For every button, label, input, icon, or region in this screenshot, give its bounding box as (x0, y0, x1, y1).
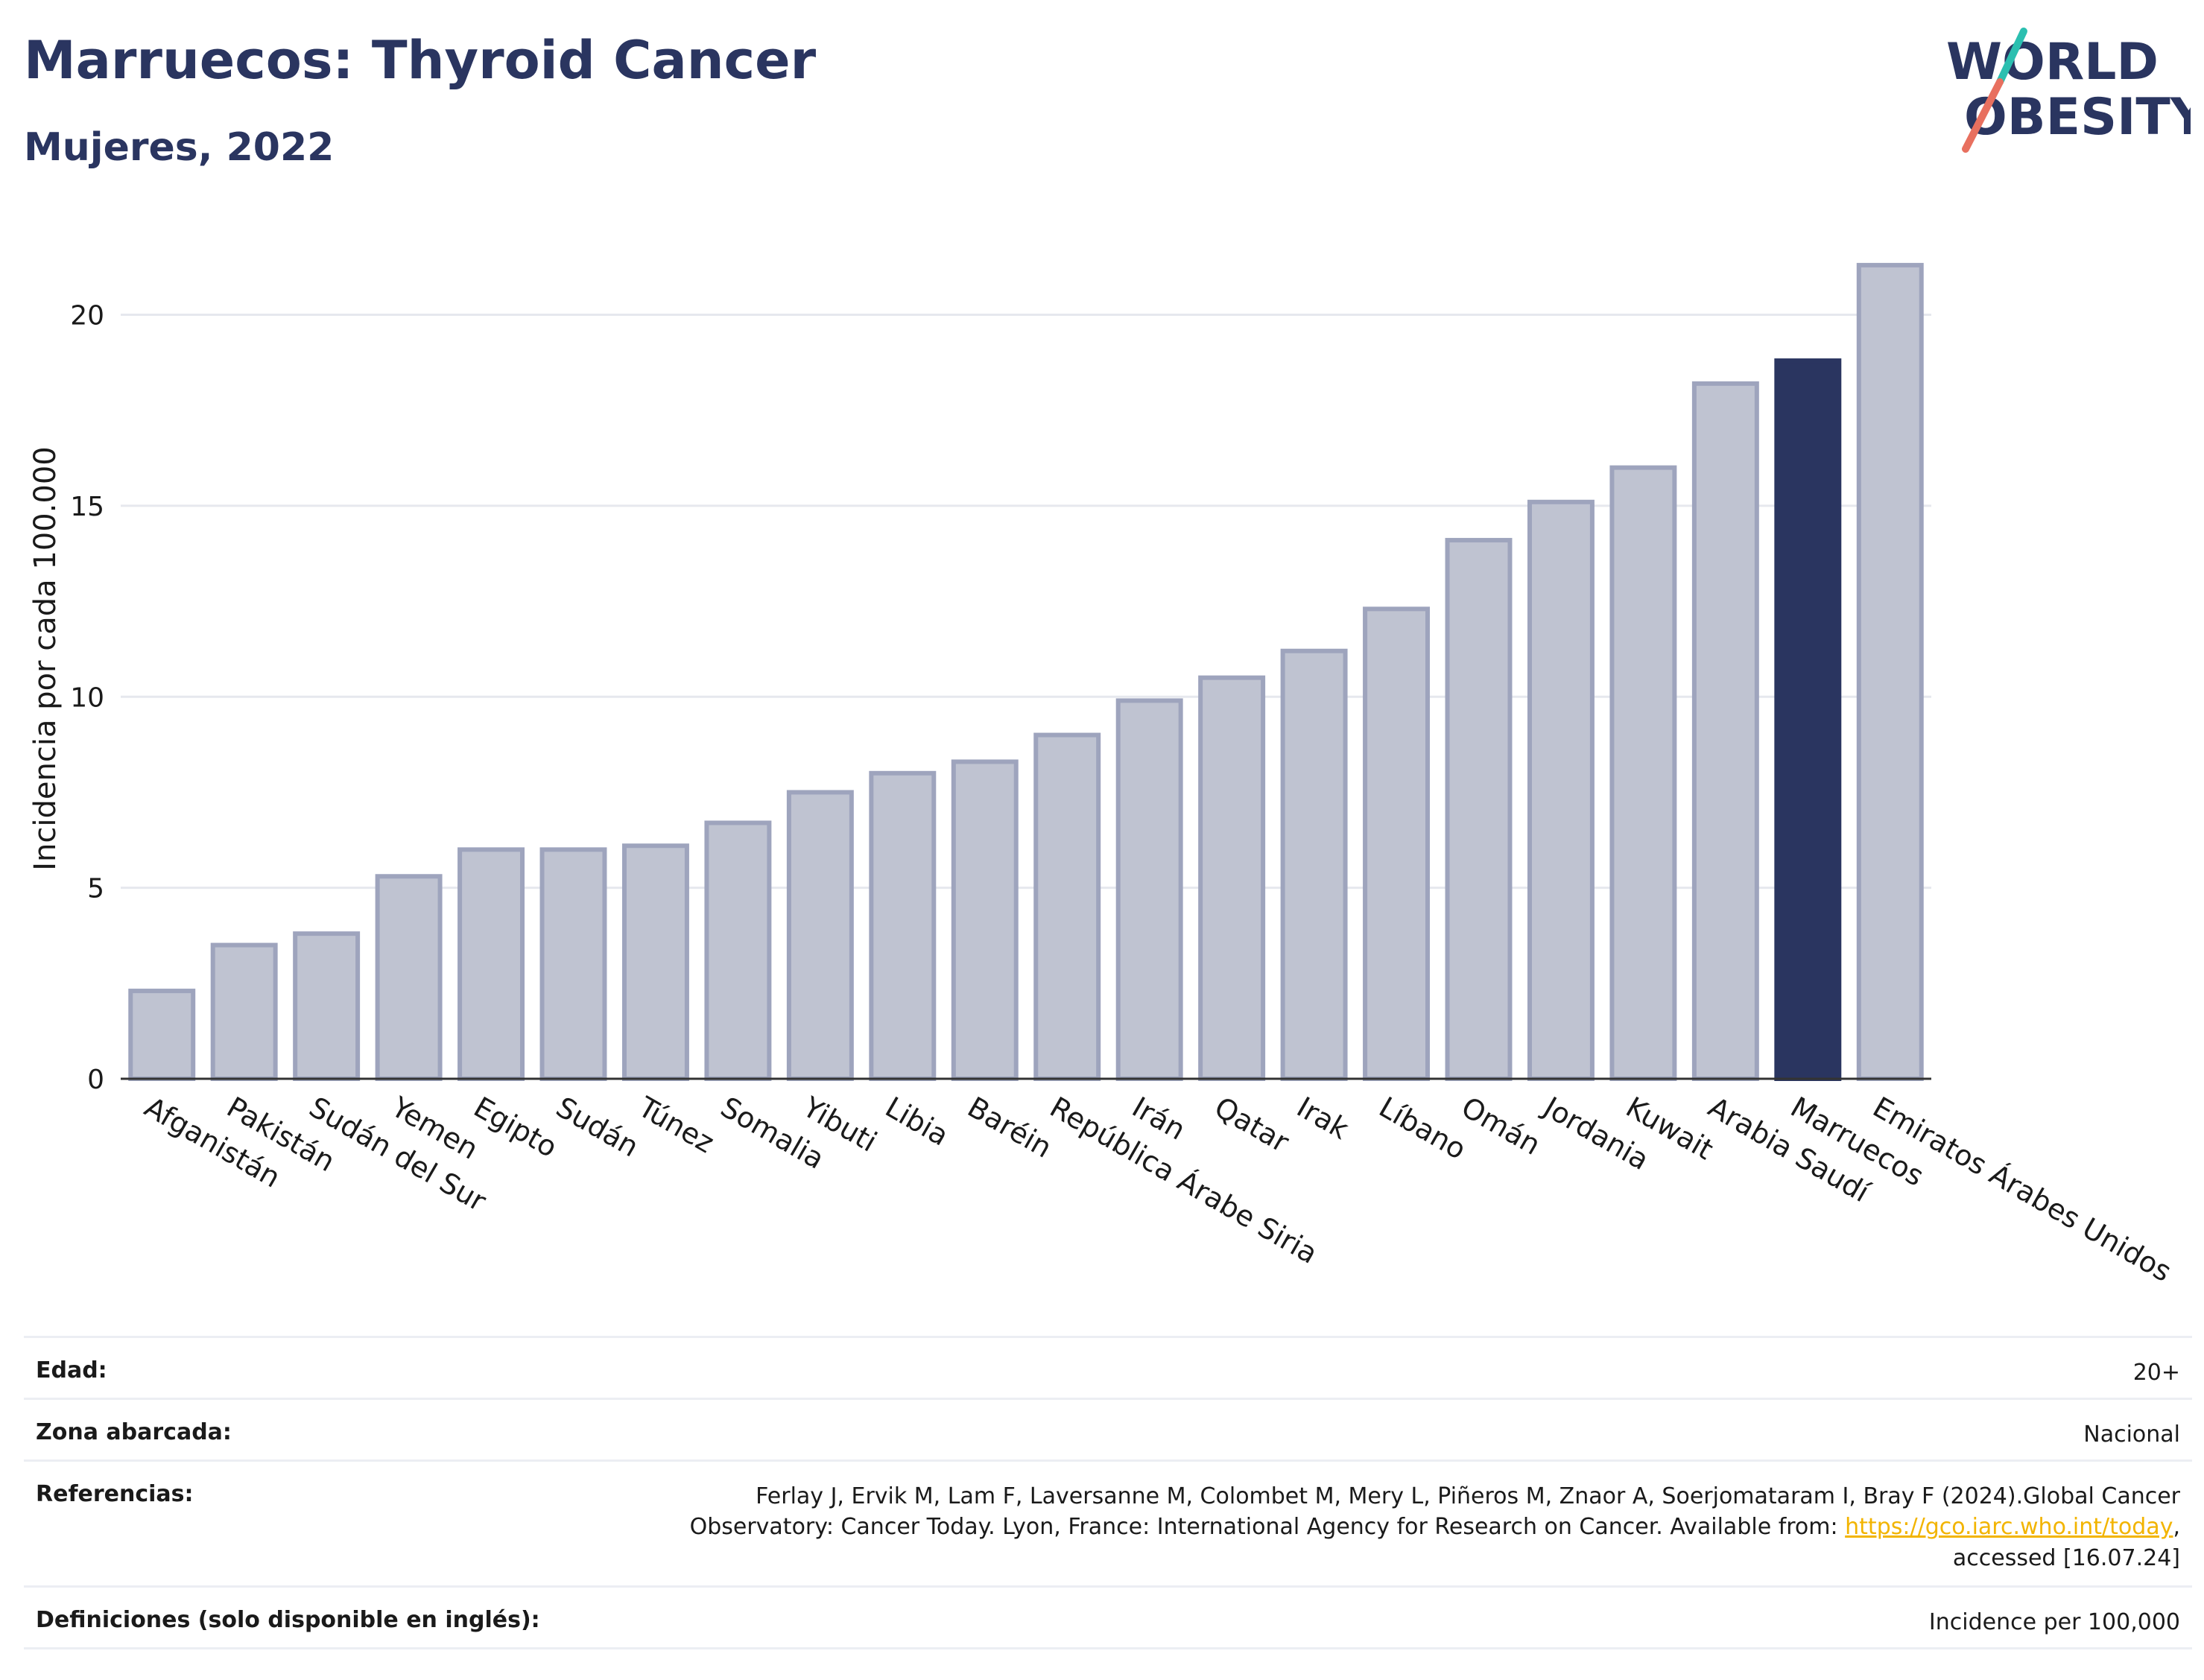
bar (951, 759, 1019, 1081)
age-value: 20+ (2132, 1360, 2180, 1386)
reference-line-1: Ferlay J, Ervik M, Lam F, Laversanne M, … (756, 1483, 2180, 1509)
zone-label: Zona abarcada: (36, 1419, 232, 1445)
bar (128, 989, 196, 1082)
y-tick-label: 5 (87, 874, 104, 904)
bar (1115, 698, 1183, 1082)
bar (786, 790, 854, 1081)
meta-row-definitions: Definiciones (solo disponible en inglés)… (24, 1585, 2192, 1649)
world-obesity-logo: WORLD OBESITY (1946, 28, 2191, 153)
definitions-value: Incidence per 100,000 (1928, 1609, 2180, 1635)
zone-value: Nacional (2083, 1421, 2180, 1448)
logo-line-2: OBESITY (1964, 88, 2191, 147)
reference-link[interactable]: https://gco.iarc.who.int/today (1845, 1514, 2173, 1541)
bar (1033, 732, 1101, 1082)
y-tick-label: 15 (70, 492, 104, 522)
reference-line-2-end: , (2173, 1514, 2180, 1541)
x-tick-label: Libia (880, 1091, 954, 1153)
bar (1198, 675, 1266, 1081)
logo-slash-top (1996, 28, 2027, 86)
x-tick-label: Túnez (633, 1090, 720, 1159)
bar (1280, 648, 1348, 1081)
reference-line-3: accessed [16.07.24] (1952, 1544, 2180, 1571)
x-tick-label: Sudán (551, 1091, 645, 1164)
bar (293, 931, 361, 1081)
bar-highlight (1774, 358, 1842, 1081)
bar (1856, 262, 1924, 1082)
page-title: Marruecos: Thyroid Cancer (24, 30, 817, 91)
bar (539, 847, 607, 1081)
bar (869, 770, 937, 1081)
bar (1527, 499, 1595, 1082)
reference-line-2: Observatory: Cancer Today. Lyon, France:… (689, 1514, 1846, 1541)
y-tick-label: 0 (87, 1065, 104, 1095)
logo-slash-bottom (1962, 78, 2004, 153)
bar (704, 820, 772, 1081)
y-axis-label: Incidencia por cada 100.000 (28, 446, 63, 871)
metadata-table: Edad: 20+ Zona abarcada: Nacional Refere… (24, 1336, 2192, 1649)
x-tick-label: Irak (1291, 1091, 1354, 1146)
references-label: Referencias: (36, 1481, 194, 1507)
age-label: Edad: (36, 1357, 107, 1383)
definitions-label: Definiciones (solo disponible en inglés)… (36, 1607, 540, 1633)
meta-row-zone: Zona abarcada: Nacional (24, 1398, 2192, 1459)
x-tick-label: Egipto (469, 1091, 563, 1164)
meta-row-references: Referencias: Ferlay J, Ervik M, Lam F, L… (24, 1459, 2192, 1585)
bar (621, 843, 689, 1082)
bar (375, 874, 443, 1081)
y-tick-label: 10 (70, 682, 104, 713)
bar (1691, 381, 1759, 1081)
references-value: Ferlay J, Ervik M, Lam F, Laversanne M, … (690, 1462, 2192, 1573)
bar (1363, 606, 1431, 1081)
x-tick-label: Líbano (1374, 1091, 1472, 1166)
x-tick-label: Omán (1456, 1091, 1546, 1161)
bar (1609, 465, 1677, 1081)
x-tick-label: Baréin (962, 1091, 1057, 1164)
bar (210, 942, 278, 1082)
bar (457, 847, 525, 1081)
meta-row-age: Edad: 20+ (24, 1336, 2192, 1398)
x-tick-label: Qatar (1209, 1091, 1295, 1159)
logo-line-1: WORLD (1946, 33, 2159, 92)
page-subtitle: Mujeres, 2022 (24, 125, 335, 170)
bar (1445, 538, 1513, 1081)
y-tick-label: 20 (70, 301, 104, 332)
